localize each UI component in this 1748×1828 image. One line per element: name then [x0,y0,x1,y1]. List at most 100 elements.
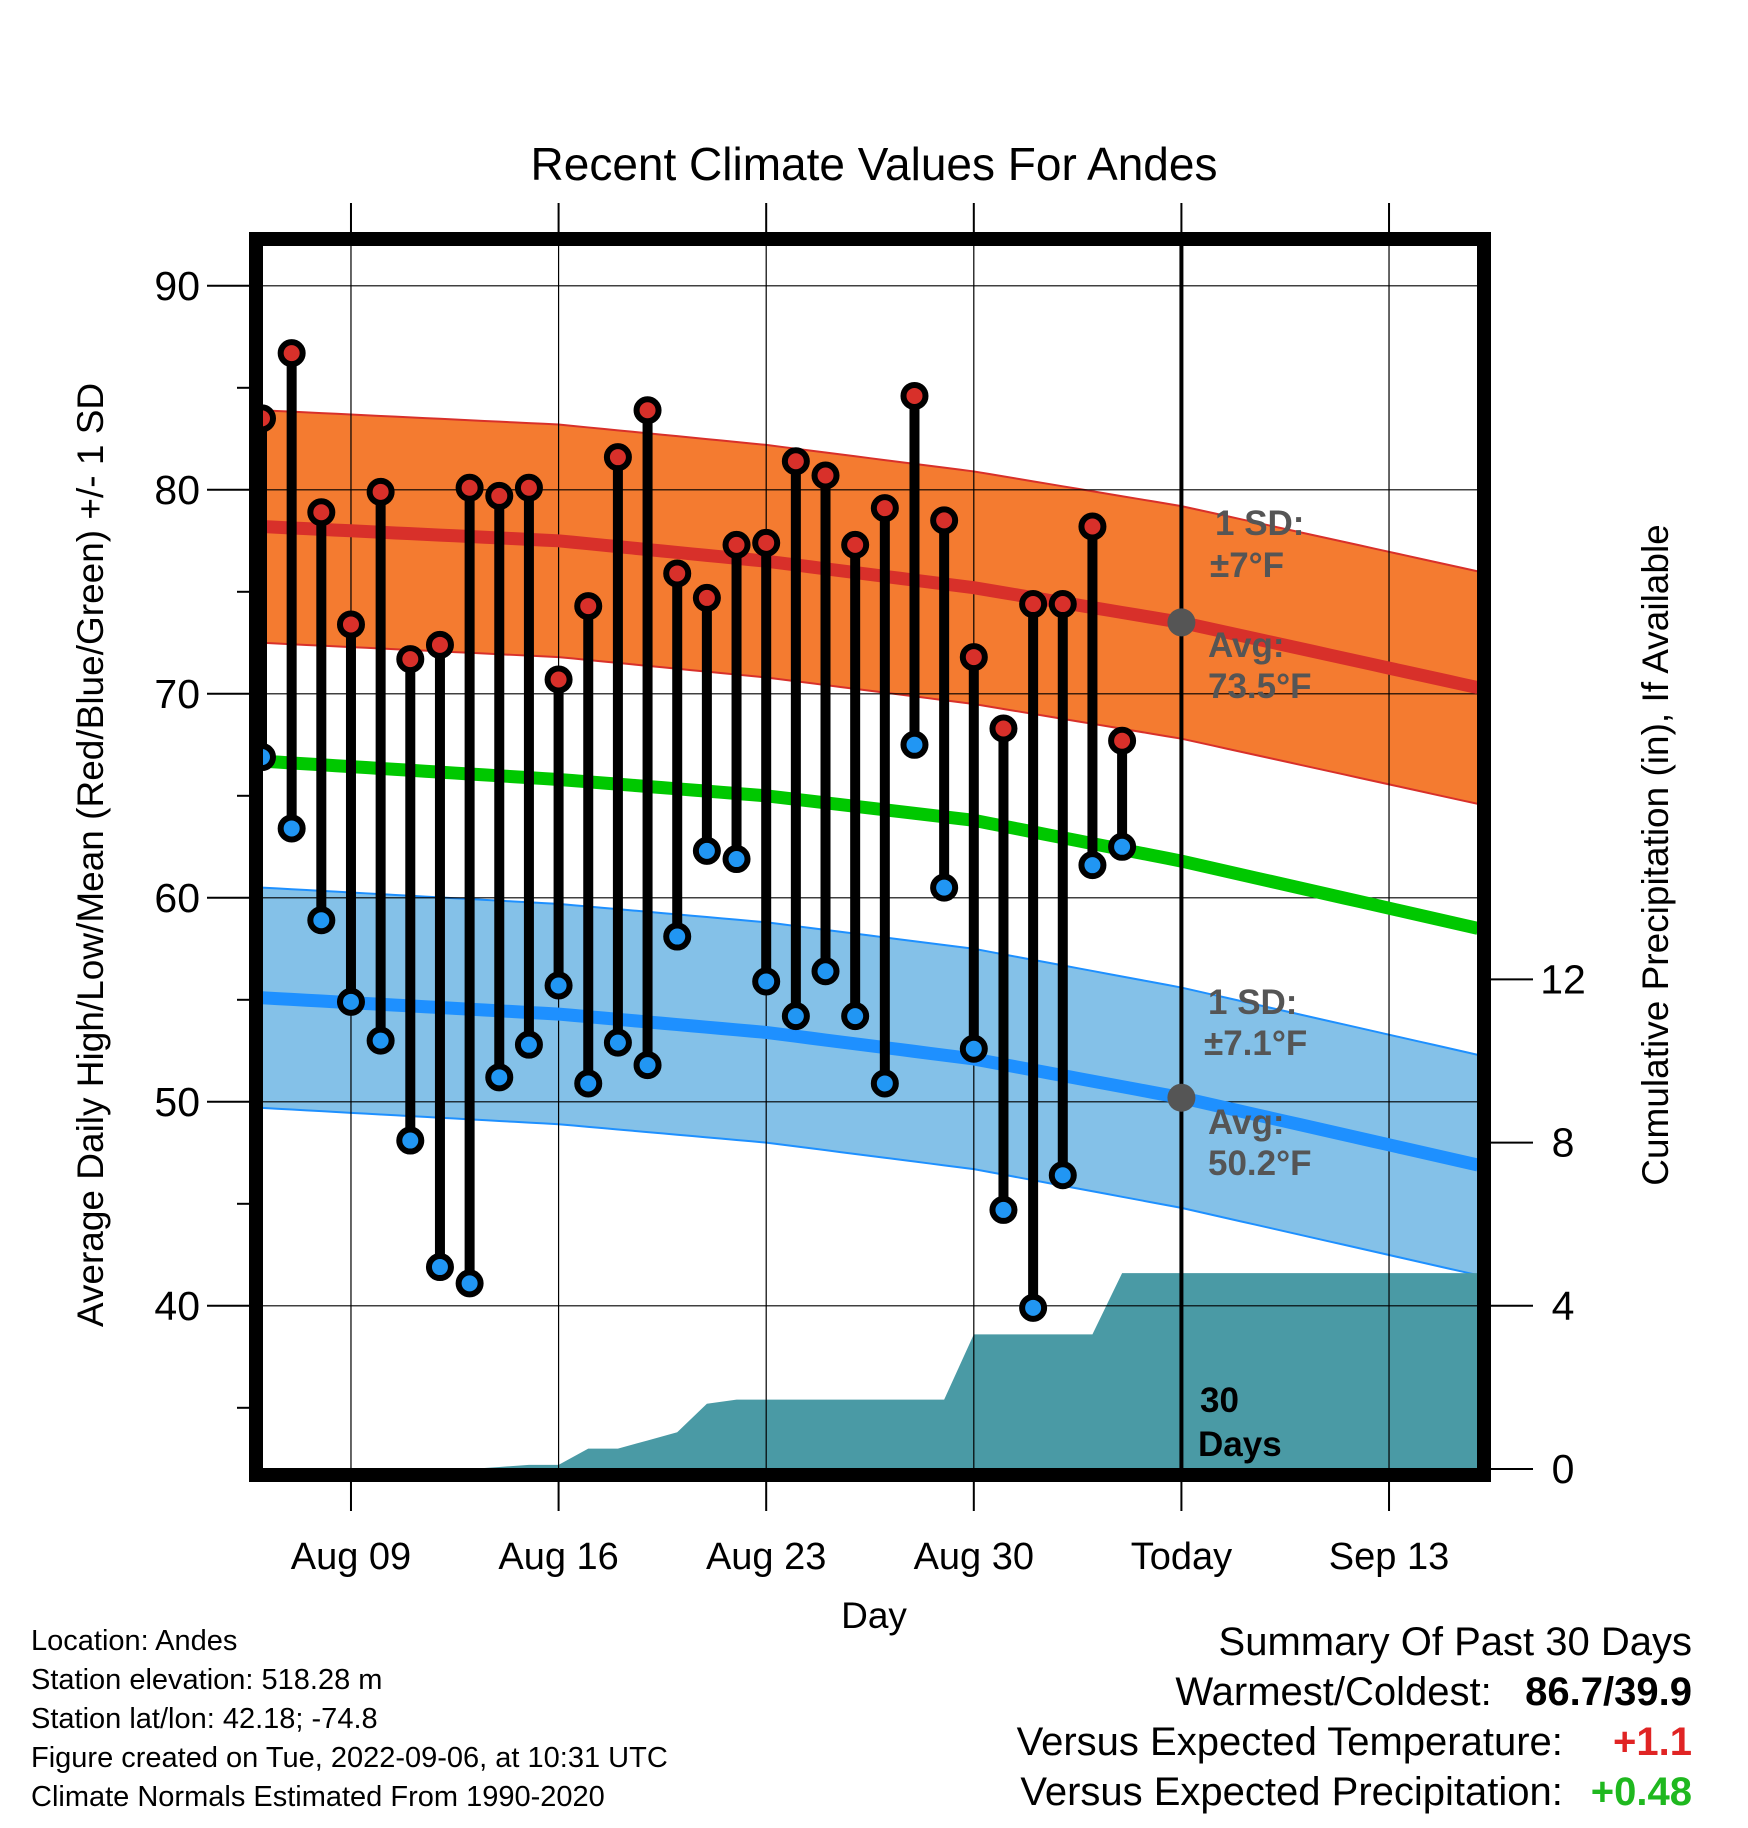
daily-high-marker [1048,590,1077,619]
daily-low-marker [663,922,692,951]
high-sd-value: ±7°F [1210,546,1284,585]
x-tick-label: Aug 23 [706,1536,826,1578]
y2-tick-label: 8 [1552,1120,1575,1166]
daily-high-marker [692,583,721,612]
y-tick-label: 70 [154,671,200,717]
warmest-value: 86.7/39.9 [1525,1670,1692,1714]
summary-precip-row: Versus Expected Precipitation: +0.48 [1017,1767,1692,1817]
y2-tick-label: 4 [1552,1283,1575,1329]
summary-title: Summary Of Past 30 Days [1218,1620,1692,1664]
daily-high-marker [1141,0,1163,11]
summary-temp-row: Versus Expected Temperature: +1.1 [1017,1717,1692,1767]
y2-tick-label: 12 [1540,956,1586,1002]
y-tick-label: 80 [154,467,200,513]
daily-low-marker [870,1069,899,1098]
daily-low-marker [841,1002,870,1031]
daily-high-marker [811,461,840,490]
high-sd-band [262,410,1478,804]
daily-high-marker [366,477,395,506]
daily-high-marker [307,498,336,527]
plot-content [262,0,1478,1469]
daily-high-marker [603,443,632,472]
daily-high-marker [663,559,692,588]
x-tick-label: Aug 09 [291,1536,411,1578]
daily-high-marker [930,506,959,535]
daily-high-marker [574,592,603,621]
daily-high-marker [1019,590,1048,619]
daily-high-marker [989,714,1018,743]
daily-low-marker [1108,832,1137,861]
daily-low-marker [692,836,721,865]
daily-low-marker [336,987,365,1016]
daily-high-marker [722,530,751,559]
created-text: Figure created on Tue, 2022-09-06, at 10… [31,1742,668,1774]
plot-frame [249,232,1491,1482]
daily-low-marker [277,814,306,843]
daily-high-marker [336,610,365,639]
daily-low-marker [262,743,276,772]
temp-value: +1.1 [1613,1720,1692,1764]
daily-low-marker [989,1195,1018,1224]
daily-high-marker [870,494,899,523]
daily-low-marker [366,1026,395,1055]
x-tick-label: Sep 13 [1329,1536,1449,1578]
daily-high-marker [781,447,810,476]
latlon-text: Station lat/lon: 42.18; -74.8 [31,1703,378,1735]
warmest-label: Warmest/Coldest: [1175,1670,1492,1714]
y-tick-label: 50 [154,1079,200,1125]
location-text: Location: Andes [31,1625,238,1657]
daily-high-marker [455,473,484,502]
daily-low-marker [307,906,336,935]
daily-low-marker [752,967,781,996]
daily-low-marker [514,1030,543,1059]
days-count-label: 30 [1200,1381,1239,1420]
daily-low-marker [1019,1293,1048,1322]
daily-low-marker [455,1269,484,1298]
y-axis-label: Average Daily High/Low/Mean (Red/Blue/Gr… [70,383,111,1327]
daily-low-marker [544,971,573,1000]
high-sd-label: 1 SD: [1215,504,1304,543]
daily-high-marker [425,630,454,659]
daily-low-marker [959,1034,988,1063]
daily-high-marker [959,643,988,672]
daily-high-marker [544,665,573,694]
low-sd-label: 1 SD: [1208,983,1297,1022]
summary-panel: Summary Of Past 30 Days Warmest/Coldest:… [1017,1617,1692,1817]
daily-low-marker [900,730,929,759]
precipitation-area [262,1273,1478,1469]
normals-text: Climate Normals Estimated From 1990-2020 [31,1781,605,1813]
daily-low-marker [1141,0,1163,11]
high-band-edge-upper [262,409,1478,573]
y2-axis-label: Cumulative Precipitation (in), If Availa… [1635,524,1676,1186]
daily-high-marker [514,473,543,502]
temp-label: Versus Expected Temperature: [1016,1720,1563,1764]
daily-low-marker [1078,851,1107,880]
x-tick-label: Aug 16 [498,1536,618,1578]
daily-low-marker [722,845,751,874]
y-tick-label: 60 [154,875,200,921]
x-tick-label: Aug 30 [914,1536,1034,1578]
low-avg-label: Avg: [1208,1103,1284,1142]
summary-warmest-row: Warmest/Coldest: 86.7/39.9 [1017,1667,1692,1717]
daily-high-marker [277,339,306,368]
daily-high-marker [262,404,276,433]
precip-label: Versus Expected Precipitation: [1020,1770,1563,1814]
daily-low-marker [603,1028,632,1057]
daily-high-marker [485,481,514,510]
y-tick-label: 90 [154,263,200,309]
daily-low-marker [811,957,840,986]
daily-low-marker [485,1063,514,1092]
today-high-avg-marker [1167,608,1196,637]
today-low-avg-marker [1167,1083,1196,1112]
y-tick-label: 40 [154,1283,200,1329]
daily-low-marker [425,1253,454,1282]
low-sd-value: ±7.1°F [1204,1024,1307,1063]
y2-tick-label: 0 [1552,1446,1575,1492]
daily-high-marker [900,381,929,410]
daily-low-marker [633,1051,662,1080]
daily-high-marker [841,530,870,559]
daily-high-marker [1078,512,1107,541]
daily-low-marker [930,873,959,902]
